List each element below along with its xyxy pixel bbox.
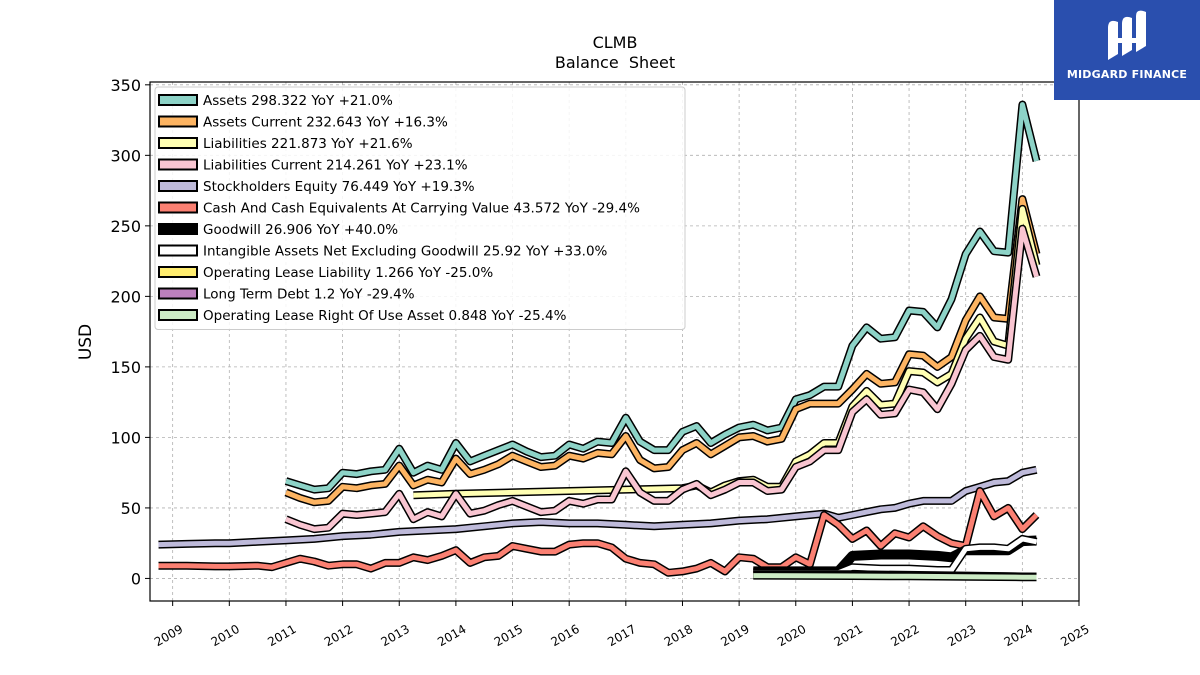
chart-title: CLMB [593, 33, 638, 52]
x-tick-label: 2010 [209, 622, 242, 649]
legend-swatch [158, 266, 198, 278]
legend-swatch [158, 201, 198, 214]
legend-item: Assets 298.322 YoY +21.0% [158, 93, 393, 109]
series-line [158, 488, 1039, 576]
legend-item: Goodwill 26.906 YoY +40.0% [158, 222, 398, 238]
legend-item: Stockholders Equity 76.449 YoY +19.3% [158, 179, 475, 195]
x-tick-label: 2025 [1058, 622, 1091, 649]
legend-label: Goodwill 26.906 YoY +40.0% [203, 222, 398, 238]
y-axis-label: USD [76, 324, 96, 360]
brand-name: MIDGARD FINANCE [1066, 68, 1188, 81]
legend-label: Assets 298.322 YoY +21.0% [203, 93, 393, 109]
legend-swatch [158, 309, 198, 321]
legend-label: Liabilities 221.873 YoY +21.6% [203, 136, 413, 152]
series-layer [158, 100, 1041, 582]
x-tick-label: 2013 [379, 622, 412, 649]
legend-item: Liabilities 221.873 YoY +21.6% [158, 136, 413, 152]
x-tick-label: 2019 [718, 622, 751, 649]
y-tick-label: 200 [110, 287, 141, 306]
y-tick-label: 300 [110, 146, 141, 165]
legend-item: Operating Lease Right Of Use Asset 0.848… [158, 308, 567, 324]
legend-label: Liabilities Current 214.261 YoY +23.1% [203, 158, 468, 174]
legend: Assets 298.322 YoY +21.0% Assets Current … [154, 86, 686, 330]
x-tick-label: 2024 [1002, 622, 1035, 649]
x-tick-label: 2016 [548, 622, 581, 649]
legend-swatch [158, 137, 198, 149]
series-line [285, 102, 1039, 493]
y-tick-label: 250 [110, 217, 141, 236]
series-0 [284, 100, 1041, 494]
y-tick-label: 100 [110, 428, 141, 447]
y-tick-label: 350 [110, 76, 141, 95]
legend-box [154, 86, 686, 330]
x-tick-label: 2021 [832, 622, 865, 649]
legend-swatch [158, 180, 198, 192]
legend-swatch [158, 223, 198, 235]
series-10 [753, 571, 1037, 582]
x-tick-label: 2022 [888, 622, 921, 649]
chart-subtitle: Balance Sheet [555, 53, 675, 72]
legend-label: Stockholders Equity 76.449 YoY +19.3% [203, 179, 475, 195]
series-5 [158, 487, 1040, 577]
series-line [753, 573, 1037, 580]
legend-label: Operating Lease Liability 1.266 YoY -25.… [203, 265, 493, 281]
legend-item: Intangible Assets Net Excluding Goodwill… [158, 244, 608, 260]
legend-swatch [158, 158, 198, 171]
y-tick-label: 150 [110, 358, 141, 377]
legend-item: Cash And Cash Equivalents At Carrying Va… [158, 201, 640, 217]
legend-swatch [158, 94, 198, 106]
series-line [285, 226, 1039, 532]
brand-logo: MIDGARD FINANCE [1054, 0, 1200, 100]
x-tick-label: 2014 [435, 622, 468, 649]
legend-item: Operating Lease Liability 1.266 YoY -25.… [158, 265, 493, 281]
x-tick-label: 2023 [945, 622, 978, 649]
x-tick-label: 2012 [322, 622, 355, 649]
legend-label: Cash And Cash Equivalents At Carrying Va… [203, 201, 640, 217]
legend-item: Liabilities Current 214.261 YoY +23.1% [158, 158, 468, 174]
legend-swatch [158, 244, 198, 257]
series-3 [284, 224, 1041, 534]
series-1 [284, 195, 1041, 507]
series-4 [158, 465, 1038, 549]
legend-item: Long Term Debt 1.2 YoY -29.4% [158, 287, 415, 303]
legend-item: Assets Current 232.643 YoY +16.3% [158, 115, 448, 131]
plot-frame [149, 81, 1080, 602]
legend-swatch [158, 115, 198, 128]
series-line [158, 467, 1038, 548]
series-line [285, 196, 1039, 505]
x-tick-label: 2018 [662, 622, 695, 649]
x-tick-label: 2009 [152, 622, 185, 649]
y-tick-label: 0 [131, 569, 141, 588]
legend-label: Assets Current 232.643 YoY +16.3% [203, 115, 448, 131]
x-tick-label: 2015 [492, 622, 525, 649]
legend-label: Operating Lease Right Of Use Asset 0.848… [203, 308, 567, 324]
legend-label: Intangible Assets Net Excluding Goodwill… [203, 244, 608, 260]
x-tick-label: 2011 [265, 622, 298, 649]
y-tick-label: 50 [121, 499, 141, 518]
midgard-logo-icon [1108, 10, 1146, 60]
legend-label: Long Term Debt 1.2 YoY -29.4% [203, 287, 415, 303]
x-tick-label: 2020 [775, 622, 808, 649]
x-tick-label: 2017 [605, 622, 638, 649]
legend-swatch [158, 287, 198, 300]
